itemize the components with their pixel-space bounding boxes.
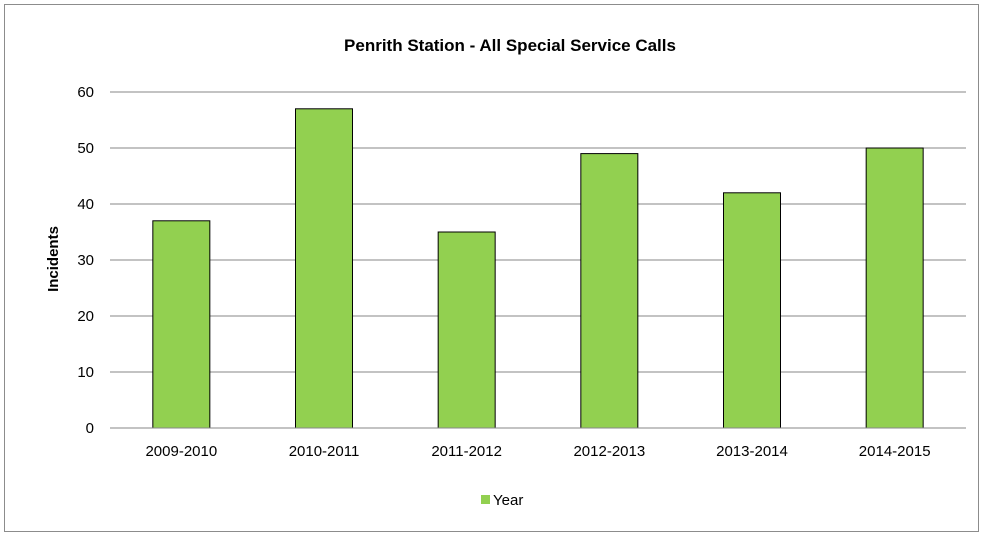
y-tick-label: 50 (77, 140, 94, 157)
x-tick-label: 2012-2013 (573, 443, 645, 460)
chart-title: Penrith Station - All Special Service Ca… (344, 36, 676, 55)
bars (152, 108, 924, 429)
bar-2014-2015 (865, 147, 924, 429)
y-tick-label: 20 (77, 308, 94, 325)
x-tick-label: 2014-2015 (859, 443, 931, 460)
y-tick-label: 10 (77, 364, 94, 381)
bar-2012-2013 (580, 153, 639, 429)
x-axis-ticks: 2009-2010 2010-2011 2011-2012 2012-2013 2013… (145, 443, 930, 460)
legend-label: Year (493, 492, 523, 509)
gridlines (110, 91, 966, 429)
legend: Year (481, 492, 523, 509)
legend-swatch (481, 495, 490, 504)
x-tick-label: 2013-2014 (716, 443, 788, 460)
y-axis-label: Incidents (45, 226, 62, 292)
x-tick-label: 2010-2011 (289, 443, 360, 460)
y-tick-label: 60 (77, 84, 94, 101)
bar-2013-2014 (723, 192, 781, 429)
bar-2011-2012 (437, 231, 496, 429)
bar-2010-2011 (295, 108, 353, 429)
x-tick-label: 2011-2012 (431, 443, 502, 460)
bar-2009-2010 (152, 220, 211, 429)
y-axis-ticks: 0 10 20 30 40 50 60 (77, 84, 94, 437)
y-tick-label: 40 (77, 196, 94, 213)
x-tick-label: 2009-2010 (145, 443, 217, 460)
y-tick-label: 0 (86, 420, 94, 437)
y-tick-label: 30 (77, 252, 94, 269)
